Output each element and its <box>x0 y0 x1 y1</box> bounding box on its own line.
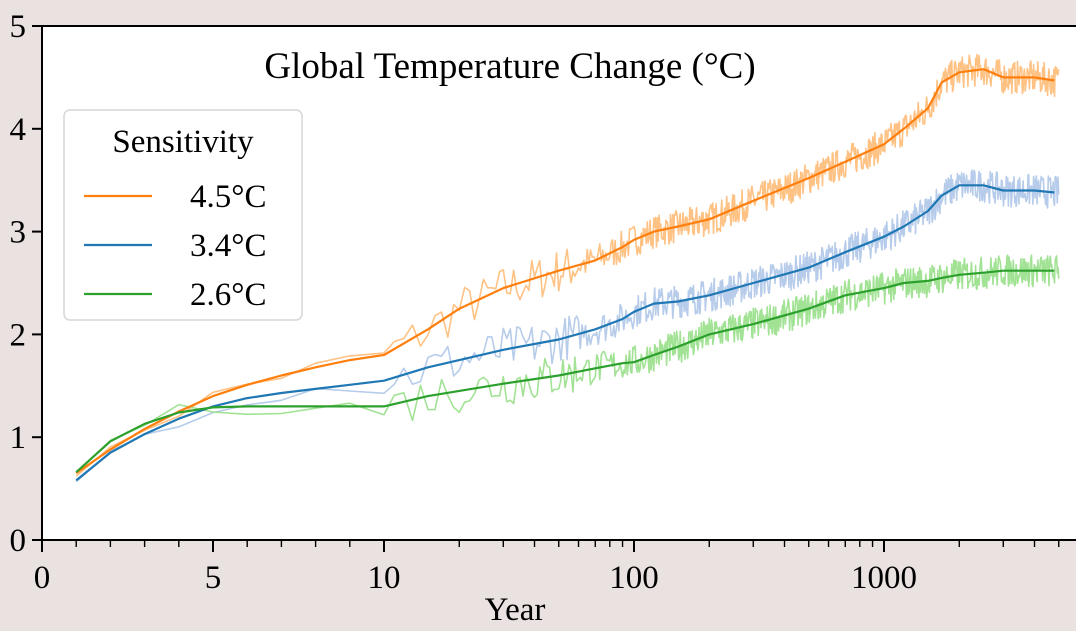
legend-box <box>63 109 303 321</box>
series-line-3-4-C <box>75 184 1055 482</box>
x-tick-label: 10 <box>368 560 401 596</box>
legend-label-3-4: 3.4°C <box>190 228 266 264</box>
y-tick-label: 4 <box>10 112 27 148</box>
x-ticks: 0 5 10 100 1000 <box>34 540 1060 596</box>
variability-band-4-5-C <box>75 53 1060 477</box>
x-tick-label: 1000 <box>851 560 917 596</box>
y-tick-label: 5 <box>10 9 27 45</box>
variability-band-3-4-C <box>75 169 1060 483</box>
legend: Sensitivity 4.5°C 3.4°C 2.6°C <box>63 109 303 321</box>
series-lines <box>75 68 1055 482</box>
x-axis-label: Year <box>485 592 546 626</box>
x-tick-label: 0 <box>34 560 51 596</box>
variability-bands <box>75 53 1060 483</box>
y-tick-label: 2 <box>10 317 27 353</box>
chart-title: Global Temperature Change (°C) <box>264 46 755 87</box>
legend-label-2-6: 2.6°C <box>190 277 266 313</box>
legend-label-4-5: 4.5°C <box>190 179 266 215</box>
x-tick-label: 5 <box>205 560 222 596</box>
y-tick-label: 3 <box>10 215 27 251</box>
y-tick-label: 1 <box>10 420 27 456</box>
x-tick-label: 100 <box>609 560 659 596</box>
series-line-4-5-C <box>75 68 1055 475</box>
legend-title: Sensitivity <box>112 124 254 160</box>
series-line-2-6-C <box>75 269 1055 474</box>
y-tick-label: 0 <box>10 523 27 559</box>
y-ticks: 0 1 2 3 4 5 <box>10 9 42 559</box>
variability-band-2-6-C <box>75 254 1060 473</box>
